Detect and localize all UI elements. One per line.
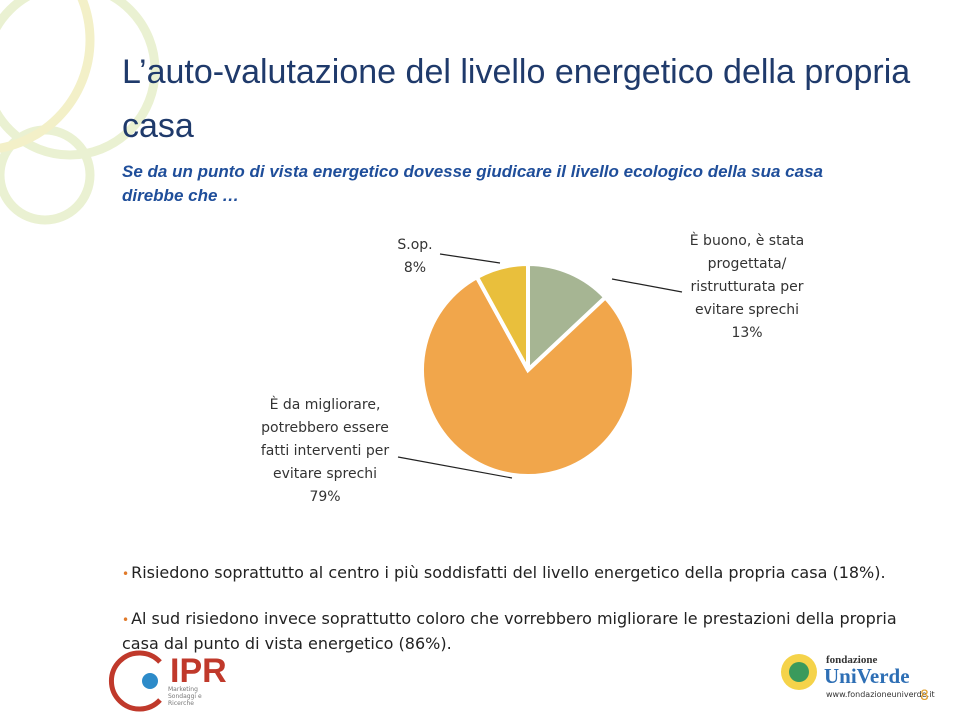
pie-slice [526, 261, 609, 375]
slice-name: È buono, è stata progettata/ ristruttura… [689, 233, 805, 318]
slice-value: 8% [403, 260, 427, 276]
logo-tagline: Marketing Sondaggi e Ricerche [168, 686, 202, 707]
logo-text: fondazione [826, 654, 878, 666]
bullet: Al sud risiedono invece soprattutto colo… [122, 607, 932, 655]
title: L’auto-valutazione del livello energetic… [122, 53, 911, 145]
slice-name: S.op. [397, 237, 433, 253]
slice-value: 13% [731, 325, 763, 341]
pie-slice [474, 261, 530, 371]
slice-name: È da migliorare, potrebbero essere fatti… [260, 397, 390, 482]
logo-url: www.fondazioneuniverde.it [826, 690, 935, 699]
slice-label: S.op. 8% [360, 234, 470, 280]
subtitle: Se da un punto di vista energetico doves… [122, 162, 824, 205]
pie-slice [420, 274, 636, 478]
decoration [0, 0, 160, 225]
universe-logo [781, 654, 817, 690]
logo-text: UniVerde [824, 664, 910, 688]
logo-text: IPR [170, 652, 227, 690]
slice-label: È da migliorare, potrebbero essere fatti… [245, 394, 405, 509]
leader-lines [397, 253, 683, 479]
slice-label: È buono, è stata progettata/ ristruttura… [672, 230, 822, 345]
bullet: Risiedono soprattutto al centro i più so… [122, 561, 932, 586]
slice-value: 79% [309, 489, 341, 505]
ipr-logo [109, 650, 162, 712]
page-number: 8 [920, 688, 929, 704]
